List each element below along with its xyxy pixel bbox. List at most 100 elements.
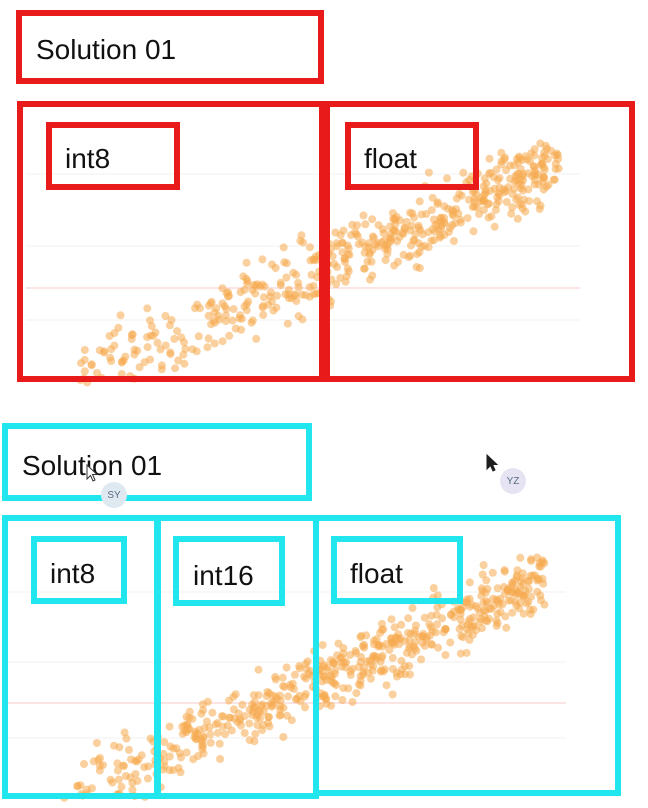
scatter-point [194,332,203,341]
scatter-point [417,655,426,664]
scatter-point [166,348,175,357]
scatter-point [388,690,397,699]
scatter-point [120,728,129,737]
scatter-point [485,154,494,163]
scatter-point [140,358,149,367]
scatter-point [431,628,440,637]
scatter-point [463,214,472,223]
scatter-point [456,649,465,658]
scatter-point [181,344,190,353]
scatter-point [444,228,453,237]
scatter-point [266,288,275,297]
scatter-point [250,697,259,706]
scatter-point [339,644,348,652]
scatter-point [338,239,347,248]
scatter-point [120,761,128,770]
scatter-point [251,289,260,298]
scatter-point [377,666,386,675]
scatter-point [251,282,260,290]
scatter-point [352,649,360,657]
scatter-point [292,270,301,279]
scatter-point [500,566,509,575]
scatter-point [500,155,509,164]
scatter-point [290,670,299,679]
scatter-point [221,730,230,739]
scatter-point [169,744,178,753]
scatter-point [420,241,429,250]
scatter-point [367,257,376,266]
scatter-point [110,341,119,350]
scatter-point [259,293,268,302]
scatter-point [278,673,287,682]
scatter-point [410,629,419,638]
scatter-point [447,610,456,619]
collaborator-avatar-yz[interactable]: YZ [500,468,526,494]
scatter-point [236,311,244,320]
scatter-point [446,638,455,647]
scatter-point [494,189,503,198]
scatter-point [396,670,405,679]
scatter-point [519,592,528,601]
label-int8-top: int8 [65,143,111,174]
scatter-point [490,222,499,231]
scatter-point [478,570,487,579]
scatter-point [130,345,139,354]
scatter-point [301,703,309,712]
scatter-point [456,215,465,224]
collaborator-avatar-sy[interactable]: SY [101,482,127,508]
scatter-point [362,631,371,640]
int8-region-top [17,101,325,382]
scatter-point [160,738,169,747]
scatter-point [348,220,357,229]
scatter-point [204,301,213,310]
scatter-point [271,673,280,681]
scatter-point [360,640,369,649]
scatter-point [228,316,237,325]
scatter-point [371,655,380,664]
scatter-point [534,575,543,584]
scatter-point [280,683,289,691]
scatter-point [385,646,394,654]
scatter-point [236,288,245,297]
scatter-point [390,227,399,235]
scatter-point [387,615,396,624]
scatter-point [140,763,149,772]
scatter-point [380,236,389,245]
scatter-point [512,601,521,610]
scatter-point [415,264,424,273]
scatter-point [494,197,503,206]
scatter-point [541,141,550,150]
scatter-point [409,236,418,245]
scatter-point [369,233,378,242]
scatter-point [167,316,176,324]
scatter-point [371,240,380,249]
scatter-point [185,707,194,716]
scatter-point [402,218,411,226]
label-int16-bottom: int16 [193,560,254,591]
scatter-point [269,698,278,706]
scatter-point [331,692,340,701]
scatter-point [258,280,267,289]
scatter-point [512,176,521,185]
scatter-point [143,774,152,783]
scatter-plot-bottom [8,553,566,802]
scatter-point [105,332,114,340]
scatter-point [87,361,96,370]
scatter-point [370,640,379,649]
scatter-point [516,165,525,173]
scatter-point [191,304,199,313]
scatter-point [174,356,183,365]
label-float-bottom: float [350,558,403,589]
scatter-point [276,278,285,287]
scatter-point [420,613,429,622]
scatter-point [272,303,281,312]
scatter-point [306,243,314,252]
scatter-point [220,302,229,311]
scatter-point [537,159,546,168]
scatter-point [425,620,434,629]
scatter-point [292,695,300,704]
scatter-point [502,198,511,206]
scatter-point [193,729,202,738]
scatter-point [330,659,339,668]
label-int8-bottom: int8 [50,558,96,589]
